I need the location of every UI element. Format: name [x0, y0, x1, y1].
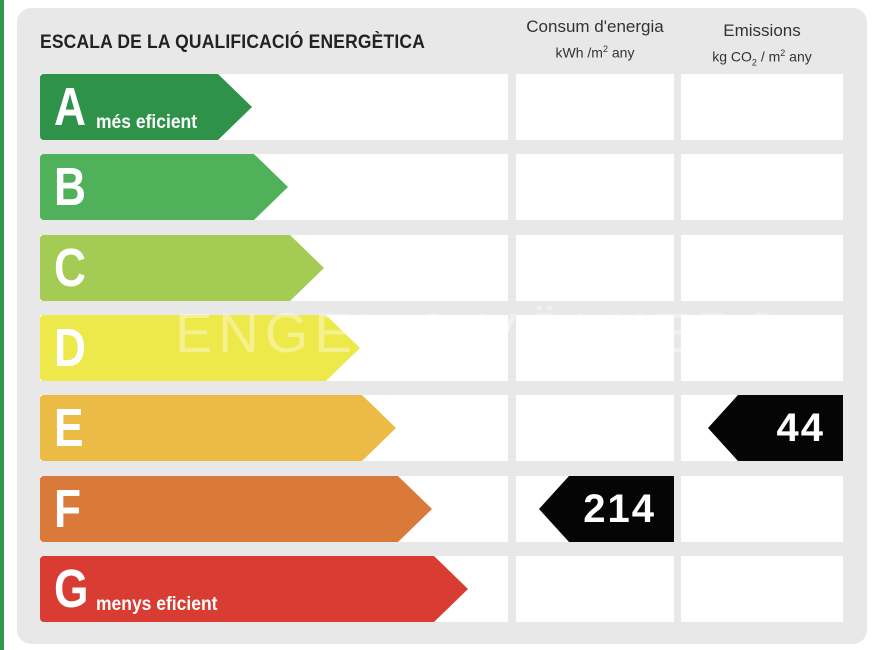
left-edge-bar — [0, 0, 4, 650]
cell-consumption-a — [516, 74, 674, 140]
rating-marker-shape — [708, 395, 843, 461]
consumption-unit: kWh /m2 any — [555, 44, 635, 61]
band-f: F — [40, 476, 432, 542]
band-c: C — [40, 235, 324, 301]
emissions-rating-marker: 44 — [708, 395, 843, 461]
consumption-header: Consum d'energia kWh /m2 any — [516, 16, 674, 64]
cell-emissions-c — [681, 235, 843, 301]
cell-emissions-g — [681, 556, 843, 622]
band-arrow-shape — [40, 556, 468, 622]
emissions-unit: kg CO2 / m2 any — [712, 48, 812, 68]
rating-marker-shape — [539, 476, 674, 542]
consumption-rating-value: 214 — [583, 487, 656, 531]
emissions-rating-value: 44 — [776, 406, 825, 450]
cell-emissions-f — [681, 476, 843, 542]
cell-emissions-b — [681, 154, 843, 220]
emissions-header: Emissions kg CO2 / m2 any — [681, 20, 843, 73]
band-letter: D — [54, 318, 86, 378]
cell-emissions-a — [681, 74, 843, 140]
band-arrow-shape — [40, 476, 432, 542]
cell-consumption-g — [516, 556, 674, 622]
band-note: menys eficient — [96, 594, 218, 615]
band-letter: G — [54, 559, 89, 619]
cell-consumption-c — [516, 235, 674, 301]
emissions-title: Emissions — [723, 21, 801, 40]
scale-title: ESCALA DE LA QUALIFICACIÓ ENERGÈTICA — [40, 32, 426, 53]
cell-consumption-b — [516, 154, 674, 220]
band-e: E — [40, 395, 396, 461]
band-arrow-shape — [40, 74, 252, 140]
band-letter: A — [54, 77, 86, 137]
band-note: més eficient — [96, 112, 198, 133]
band-letter: F — [54, 479, 82, 539]
consumption-rating-marker: 214 — [539, 476, 674, 542]
band-letter: E — [54, 398, 84, 458]
cell-consumption-e — [516, 395, 674, 461]
consumption-title: Consum d'energia — [526, 17, 664, 36]
cell-emissions-d — [681, 315, 843, 381]
band-arrow-shape — [40, 154, 288, 220]
band-arrow-shape — [40, 395, 396, 461]
band-arrow-shape — [40, 315, 360, 381]
band-d: D — [40, 315, 360, 381]
band-letter: C — [54, 238, 86, 298]
band-letter: B — [54, 157, 86, 217]
cell-consumption-d — [516, 315, 674, 381]
band-b: B — [40, 154, 288, 220]
watermark-text: ENGEL & VÖLKERS — [175, 301, 786, 364]
band-arrow-shape — [40, 235, 324, 301]
